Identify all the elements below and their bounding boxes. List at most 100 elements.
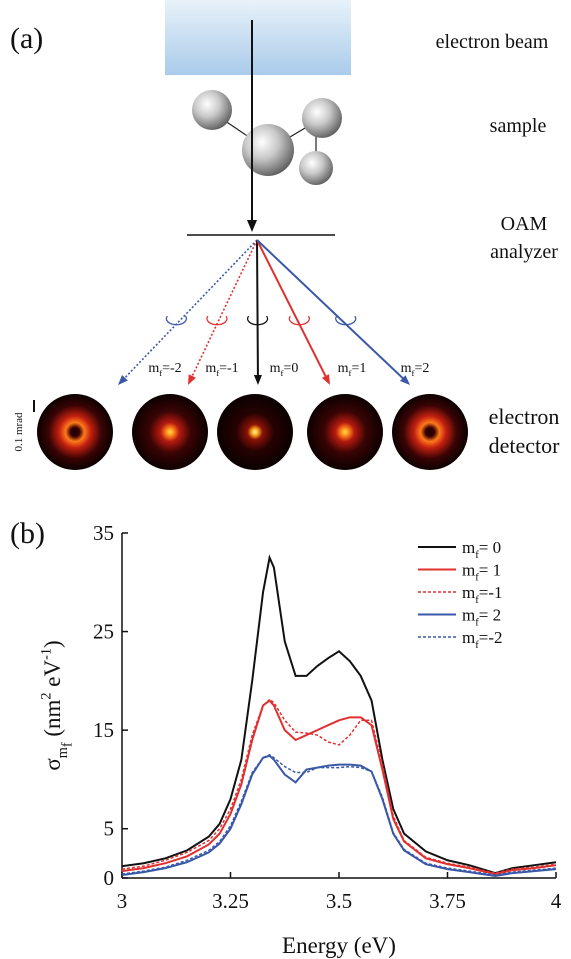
text-part: =-2: [479, 628, 503, 647]
text-part: =-1: [219, 361, 239, 376]
x-tick-label: 3.5: [326, 889, 352, 913]
text-part: -1: [38, 648, 54, 660]
text-part: m: [462, 538, 475, 557]
channel-label: mf=0: [270, 361, 299, 378]
rotation-arrow: [165, 315, 188, 326]
arrow-head: [399, 375, 410, 385]
text-part: ): [40, 640, 65, 648]
text-part: =-1: [479, 583, 503, 602]
legend-label: mf=-1: [462, 583, 503, 606]
molecule: [192, 90, 342, 185]
detector-image: [132, 394, 208, 470]
text-part: f: [475, 550, 479, 561]
rotation-arrow: [288, 315, 310, 326]
text-part: m: [462, 583, 475, 602]
text-part: = 2: [479, 606, 501, 625]
x-tick-label: 3.75: [429, 889, 466, 913]
x-axis-label: Energy (eV): [282, 933, 396, 958]
text-part: m: [148, 361, 159, 376]
text-part: f: [281, 368, 284, 378]
text-part: =1: [351, 361, 366, 376]
y-tick-label: 15: [93, 718, 114, 742]
rotation-arrow: [246, 315, 269, 326]
panel-label: (b): [10, 517, 45, 550]
y-axis-label: σmf (nm2 eV-1): [38, 640, 75, 770]
text-part: f: [216, 368, 219, 378]
text-part: m: [338, 361, 349, 376]
arrow-head: [247, 220, 257, 232]
x-tick-label: 3: [117, 889, 128, 913]
series-line: [121, 554, 557, 875]
series-line: [121, 699, 557, 876]
text-part: m: [462, 561, 475, 580]
detector-label: electron: [489, 404, 560, 429]
text-part: = 0: [479, 538, 501, 557]
text-part: eV: [40, 660, 65, 693]
rotation-arrow: [206, 315, 228, 326]
series-line: [121, 698, 557, 874]
beam-label: electron beam: [436, 31, 549, 53]
ray: [256, 239, 259, 377]
arrow-head: [188, 374, 196, 385]
atom: [192, 90, 232, 130]
arrow-head: [321, 374, 330, 385]
y-tick-label: 35: [93, 521, 114, 545]
legend-label: mf= 0: [462, 538, 501, 561]
y-tick-label: 0: [104, 866, 115, 890]
detector-image: [392, 394, 468, 470]
text-part: f: [475, 618, 479, 629]
panel-label: (a): [10, 22, 43, 55]
text-part: f: [159, 368, 162, 378]
text-part: σ: [40, 758, 65, 771]
text-part: m: [205, 361, 216, 376]
ray: [256, 239, 405, 380]
sample-label: sample: [490, 115, 547, 137]
series-line: [121, 753, 557, 876]
analyzer-label: analyzer: [490, 241, 558, 263]
text-part: = 1: [479, 561, 501, 580]
detector-label: detector: [489, 433, 561, 458]
channel-label: mf=-2: [148, 361, 181, 378]
detector-image: [37, 394, 113, 470]
text-part: f: [349, 368, 352, 378]
ray: [191, 239, 258, 378]
atom: [302, 98, 342, 138]
ray: [256, 239, 327, 378]
detector-image: [307, 394, 383, 470]
y-tick-label: 5: [104, 817, 115, 841]
x-tick-label: 3.25: [212, 889, 249, 913]
text-part: m: [462, 606, 475, 625]
legend-label: mf=-2: [462, 628, 503, 651]
rotation-arrow: [335, 315, 357, 326]
atom: [299, 151, 333, 185]
text-part: 2: [38, 692, 54, 699]
arrow-head: [118, 375, 128, 385]
ray: [123, 239, 258, 380]
series-line: [121, 754, 557, 878]
atom: [242, 124, 294, 176]
text-part: f: [475, 595, 479, 606]
text-part: f: [475, 573, 479, 584]
arrow-head: [253, 374, 262, 385]
detector-image: [217, 394, 293, 470]
text-part: (nm: [40, 699, 65, 742]
text-part: =-2: [162, 361, 182, 376]
channel-label: mf=1: [338, 361, 367, 378]
electron-beam: [165, 0, 351, 75]
x-tick-label: 4: [551, 889, 562, 913]
channel-label: mf=2: [401, 361, 430, 378]
text-part: f: [60, 742, 76, 747]
text-part: m: [462, 628, 475, 647]
legend-label: mf= 2: [462, 606, 501, 629]
channel-label: mf=-1: [205, 361, 238, 378]
analyzer-label: OAM: [501, 213, 548, 235]
scale-label: 0.1 mrad: [13, 412, 25, 452]
text-part: f: [475, 640, 479, 651]
text-part: m: [55, 747, 71, 758]
text-part: f: [412, 368, 415, 378]
text-part: =2: [414, 361, 429, 376]
y-tick-label: 25: [93, 620, 114, 644]
